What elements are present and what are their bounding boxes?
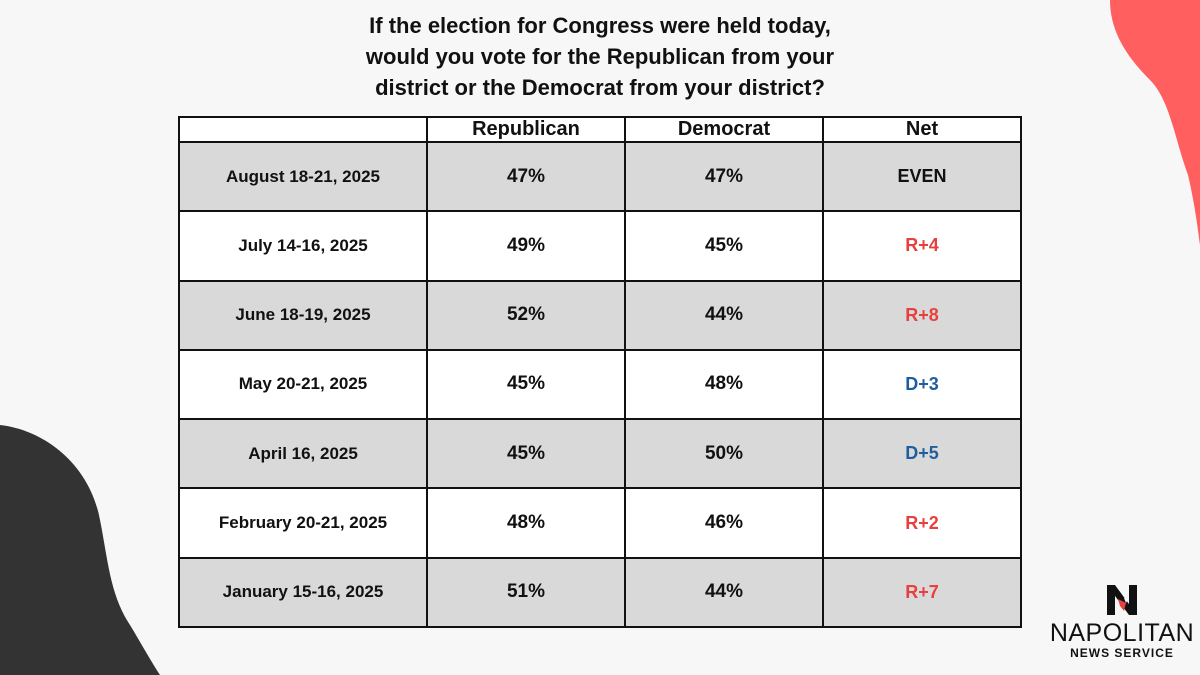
republican-cell: 47% [426,140,626,213]
napolitan-logo: NAPOLITAN NEWS SERVICE [1048,582,1196,670]
date-cell: May 20-21, 2025 [178,348,428,421]
republican-cell: 48% [426,487,626,559]
democrat-cell: 44% [624,279,824,351]
democrat-cell: 47% [624,140,824,213]
header-democrat: Democrat [624,116,824,143]
date-cell: February 20-21, 2025 [178,487,428,559]
net-cell: R+8 [822,279,1022,351]
title-line: would you vote for the Republican from y… [365,44,835,69]
republican-cell: 45% [426,348,626,421]
democrat-cell: 50% [624,418,824,490]
table-row: August 18-21, 2025 47% 47% EVEN [178,140,1022,213]
header-blank [178,116,428,143]
title-line: district or the Democrat from your distr… [375,75,825,100]
decorative-red-blob [1110,0,1200,245]
net-cell: R+4 [822,210,1022,282]
date-cell: August 18-21, 2025 [178,140,428,213]
table-row: April 16, 2025 45% 50% D+5 [178,418,1022,490]
net-cell: D+5 [822,418,1022,490]
date-cell: June 18-19, 2025 [178,279,428,351]
republican-cell: 52% [426,279,626,351]
democrat-cell: 46% [624,487,824,559]
chart-title: If the election for Congress were held t… [300,10,900,103]
table-row: June 18-19, 2025 52% 44% R+8 [178,279,1022,351]
header-republican: Republican [426,116,626,143]
table-body: August 18-21, 2025 47% 47% EVEN July 14-16, … [178,140,1022,629]
logo-subtitle: NEWS SERVICE [1070,646,1174,660]
date-cell: July 14-16, 2025 [178,210,428,282]
republican-cell: 51% [426,556,626,629]
date-cell: January 15-16, 2025 [178,556,428,629]
table-row: May 20-21, 2025 45% 48% D+3 [178,348,1022,421]
republican-cell: 49% [426,210,626,282]
date-cell: April 16, 2025 [178,418,428,490]
democrat-cell: 48% [624,348,824,421]
net-cell: R+7 [822,556,1022,629]
table-header-row: Republican Democrat Net [178,116,1022,143]
republican-cell: 45% [426,418,626,490]
title-line: If the election for Congress were held t… [369,13,831,38]
table-row: February 20-21, 2025 48% 46% R+2 [178,487,1022,559]
democrat-cell: 45% [624,210,824,282]
decorative-dark-blob [0,425,160,675]
logo-name: NAPOLITAN [1049,619,1195,647]
poll-results-table: Republican Democrat Net August 18-21, 20… [178,116,1022,629]
net-cell: R+2 [822,487,1022,559]
democrat-cell: 44% [624,556,824,629]
napolitan-n-eagle-logo-icon [1107,585,1137,615]
table-row: July 14-16, 2025 49% 45% R+4 [178,210,1022,282]
table-row: January 15-16, 2025 51% 44% R+7 [178,556,1022,629]
header-net: Net [822,116,1022,143]
net-cell: EVEN [822,140,1022,213]
net-cell: D+3 [822,348,1022,421]
